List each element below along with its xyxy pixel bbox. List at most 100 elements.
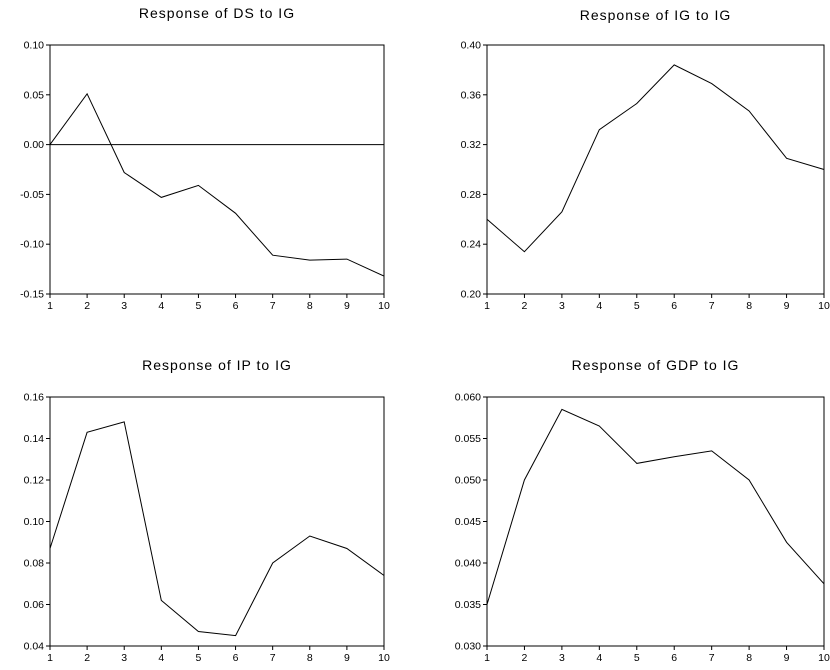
y-tick-label: 0.32 <box>461 139 482 151</box>
y-tick-label: 0.20 <box>461 289 482 301</box>
y-tick-label: -0.10 <box>20 239 44 251</box>
panel-ds-to-ig: Response of DS to IG 0.10 0.05 0.00 -0.05 -0.… <box>20 5 390 312</box>
x-tick-label: 10 <box>378 300 390 312</box>
chart-title: Response of IP to IG <box>142 357 292 373</box>
data-point <box>86 431 88 433</box>
x-tick-label: 4 <box>158 652 164 664</box>
y-tick-label: 0.060 <box>455 392 481 404</box>
x-tick-label: 1 <box>484 652 490 664</box>
data-point <box>346 547 348 549</box>
data-point <box>673 456 675 458</box>
data-point <box>383 275 385 277</box>
x-tick-label: 8 <box>746 652 752 664</box>
x-tick-label: 4 <box>158 300 164 312</box>
plot-frame <box>486 44 825 295</box>
data-point <box>710 82 712 84</box>
data-point <box>486 218 488 220</box>
data-point <box>160 599 162 601</box>
data-point <box>785 541 787 543</box>
data-point <box>748 479 750 481</box>
data-point <box>49 143 51 145</box>
x-tick-label: 7 <box>270 300 276 312</box>
panel-ip-to-ig: Response of IP to IG 0.16 0.14 0.12 0.10 0.08… <box>24 357 390 664</box>
x-tick-label: 2 <box>522 300 528 312</box>
data-point <box>486 603 488 605</box>
x-tick-label: 1 <box>484 300 490 312</box>
data-point <box>598 128 600 130</box>
data-point <box>309 259 311 261</box>
x-tick-label: 5 <box>634 300 640 312</box>
y-tick-label: 0.40 <box>461 40 482 52</box>
x-tick-label: 3 <box>121 300 127 312</box>
x-tick-label: 7 <box>709 300 715 312</box>
x-tick-label: 9 <box>784 652 790 664</box>
y-tick-label: 0.16 <box>24 392 45 404</box>
y-tick-label: 0.08 <box>24 558 45 570</box>
response-line <box>49 92 385 277</box>
chart-title: Response of GDP to IG <box>572 357 740 373</box>
panel-gdp-to-ig: Response of GDP to IG 0.060 0.055 0.050 0.04… <box>455 357 830 664</box>
data-point <box>523 479 525 481</box>
y-tick-label: 0.28 <box>461 189 482 201</box>
data-point <box>823 168 825 170</box>
x-tick-label: 2 <box>522 652 528 664</box>
x-tick-label: 1 <box>47 652 53 664</box>
chart-title: Response of IG to IG <box>580 7 732 23</box>
response-line <box>486 64 825 253</box>
data-point <box>160 196 162 198</box>
x-tick-label: 6 <box>671 652 677 664</box>
y-tick-label: -0.15 <box>20 289 44 301</box>
x-tick-label: 5 <box>634 652 640 664</box>
y-tick-label: 0.055 <box>455 433 481 445</box>
x-tick-label: 10 <box>818 300 830 312</box>
y-tick-label: 0.14 <box>24 433 45 445</box>
data-point <box>271 254 273 256</box>
data-point <box>197 630 199 632</box>
response-line <box>49 421 385 637</box>
plot-frame <box>49 44 385 295</box>
data-point <box>636 462 638 464</box>
x-tick-label: 9 <box>344 652 350 664</box>
y-tick-label: 0.10 <box>24 40 45 52</box>
data-point <box>748 110 750 112</box>
x-tick-label: 10 <box>818 652 830 664</box>
chart-title: Response of DS to IG <box>139 5 295 21</box>
x-tick-label: 7 <box>270 652 276 664</box>
y-tick-label: 0.030 <box>455 641 481 653</box>
data-point <box>636 102 638 104</box>
x-tick-label: 5 <box>196 300 202 312</box>
x-tick-label: 6 <box>671 300 677 312</box>
x-tick-label: 6 <box>233 300 239 312</box>
data-point <box>785 157 787 159</box>
y-tick-label: 0.05 <box>24 89 45 101</box>
data-point <box>598 425 600 427</box>
x-tick-label: 3 <box>121 652 127 664</box>
y-tick-label: 0.035 <box>455 599 481 611</box>
data-point <box>561 408 563 410</box>
data-point <box>561 211 563 213</box>
x-tick-label: 9 <box>344 300 350 312</box>
response-line <box>486 408 825 605</box>
plot-frame <box>486 396 825 647</box>
x-tick-label: 2 <box>84 300 90 312</box>
y-tick-label: 0.36 <box>461 89 482 101</box>
data-point <box>309 535 311 537</box>
y-tick-label: 0.040 <box>455 558 481 570</box>
x-tick-label: 8 <box>746 300 752 312</box>
plot-frame <box>49 396 385 647</box>
x-tick-label: 8 <box>307 300 313 312</box>
x-tick-label: 10 <box>378 652 390 664</box>
x-tick-label: 1 <box>47 300 53 312</box>
x-tick-label: 3 <box>559 300 565 312</box>
x-tick-label: 8 <box>307 652 313 664</box>
y-tick-label: 0.050 <box>455 475 481 487</box>
y-tick-label: -0.05 <box>20 189 44 201</box>
data-point <box>234 634 236 636</box>
data-point <box>823 583 825 585</box>
data-point <box>123 421 125 423</box>
y-tick-label: 0.045 <box>455 516 481 528</box>
data-point <box>710 450 712 452</box>
data-point <box>234 212 236 214</box>
data-point <box>86 93 88 95</box>
data-point <box>49 547 51 549</box>
